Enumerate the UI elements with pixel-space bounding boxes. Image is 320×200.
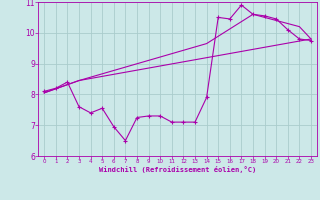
X-axis label: Windchill (Refroidissement éolien,°C): Windchill (Refroidissement éolien,°C) <box>99 166 256 173</box>
